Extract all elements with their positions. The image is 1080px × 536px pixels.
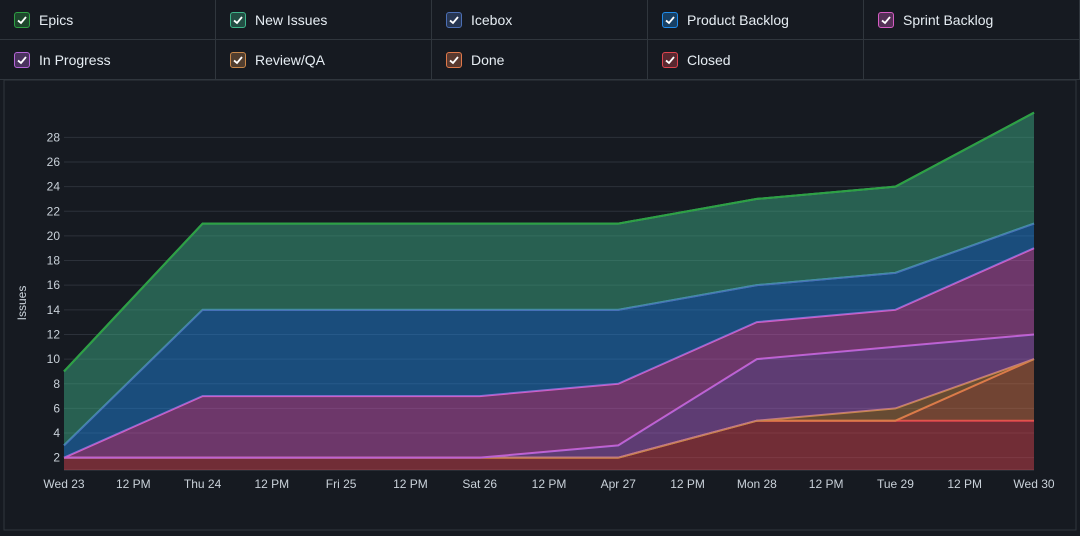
y-tick-label: 24 xyxy=(47,180,61,194)
legend-label: Done xyxy=(471,51,505,68)
legend-item[interactable]: In Progress xyxy=(0,40,216,80)
area-line xyxy=(63,111,1035,373)
legend-item[interactable]: Review/QA xyxy=(216,40,432,80)
y-tick-label: 28 xyxy=(47,130,61,144)
y-tick-label: 10 xyxy=(47,352,61,366)
area-line xyxy=(63,247,1035,459)
x-tick-label: 12 PM xyxy=(116,477,151,491)
chart-frame xyxy=(3,80,1077,531)
legend-checkbox[interactable] xyxy=(230,11,246,28)
legend-checkbox[interactable] xyxy=(878,11,894,28)
legend-label: Epics xyxy=(39,11,74,28)
legend-item[interactable]: Epics xyxy=(0,0,216,40)
y-tick-label: 14 xyxy=(47,303,61,317)
legend-empty xyxy=(864,40,1080,80)
x-tick-label: 12 PM xyxy=(947,477,982,491)
x-tick-label: Thu 24 xyxy=(184,477,222,491)
y-tick-label: 22 xyxy=(47,204,61,218)
legend-checkbox[interactable] xyxy=(662,51,678,68)
legend-label: Review/QA xyxy=(255,51,326,68)
legend-item[interactable]: Sprint Backlog xyxy=(864,0,1080,40)
x-tick-label: Tue 29 xyxy=(877,477,914,491)
legend-item[interactable]: Product Backlog xyxy=(648,0,864,40)
y-tick-label: 8 xyxy=(53,377,60,391)
legend-item[interactable]: Icebox xyxy=(432,0,648,40)
legend-item[interactable]: Done xyxy=(432,40,648,80)
area xyxy=(64,223,1034,458)
legend-label: Icebox xyxy=(471,11,513,28)
x-tick-label: Sat 26 xyxy=(462,477,497,491)
legend-label: In Progress xyxy=(39,51,111,68)
x-tick-label: Mon 28 xyxy=(737,477,777,491)
legend-checkbox[interactable] xyxy=(14,51,30,68)
y-axis-label: Issues xyxy=(15,286,29,321)
x-tick-label: 12 PM xyxy=(670,477,705,491)
legend-label: Product Backlog xyxy=(687,11,789,28)
area-line xyxy=(64,333,1035,459)
legend-checkbox[interactable] xyxy=(662,11,678,28)
legend-item[interactable]: New Issues xyxy=(216,0,432,40)
area xyxy=(64,334,1034,458)
y-tick-label: 12 xyxy=(47,327,61,341)
x-tick-label: 12 PM xyxy=(809,477,844,491)
y-tick-label: 18 xyxy=(47,254,61,268)
x-tick-label: 12 PM xyxy=(393,477,428,491)
y-tick-label: 6 xyxy=(53,401,60,415)
legend-label: New Issues xyxy=(255,11,328,28)
legend: Epics New Issues Icebox Product Backlog Spri… xyxy=(0,0,1080,80)
y-tick-label: 16 xyxy=(47,278,61,292)
legend-label: Closed xyxy=(687,51,731,68)
x-tick-label: Wed 23 xyxy=(43,477,84,491)
area-line xyxy=(63,222,1035,447)
x-tick-label: Fri 25 xyxy=(326,477,357,491)
legend-item[interactable]: Closed xyxy=(648,40,864,80)
y-tick-label: 20 xyxy=(47,229,61,243)
legend-checkbox[interactable] xyxy=(14,11,30,28)
legend-checkbox[interactable] xyxy=(230,51,246,68)
x-tick-label: 12 PM xyxy=(532,477,567,491)
y-tick-label: 4 xyxy=(53,426,60,440)
x-tick-label: Wed 30 xyxy=(1013,477,1054,491)
y-tick-label: 26 xyxy=(47,155,61,169)
x-tick-label: Apr 27 xyxy=(601,477,637,491)
area xyxy=(64,248,1034,458)
x-tick-label: 12 PM xyxy=(255,477,290,491)
legend-checkbox[interactable] xyxy=(446,51,462,68)
y-tick-label: 2 xyxy=(53,451,60,465)
legend-label: Sprint Backlog xyxy=(903,11,994,28)
legend-checkbox[interactable] xyxy=(446,11,462,28)
